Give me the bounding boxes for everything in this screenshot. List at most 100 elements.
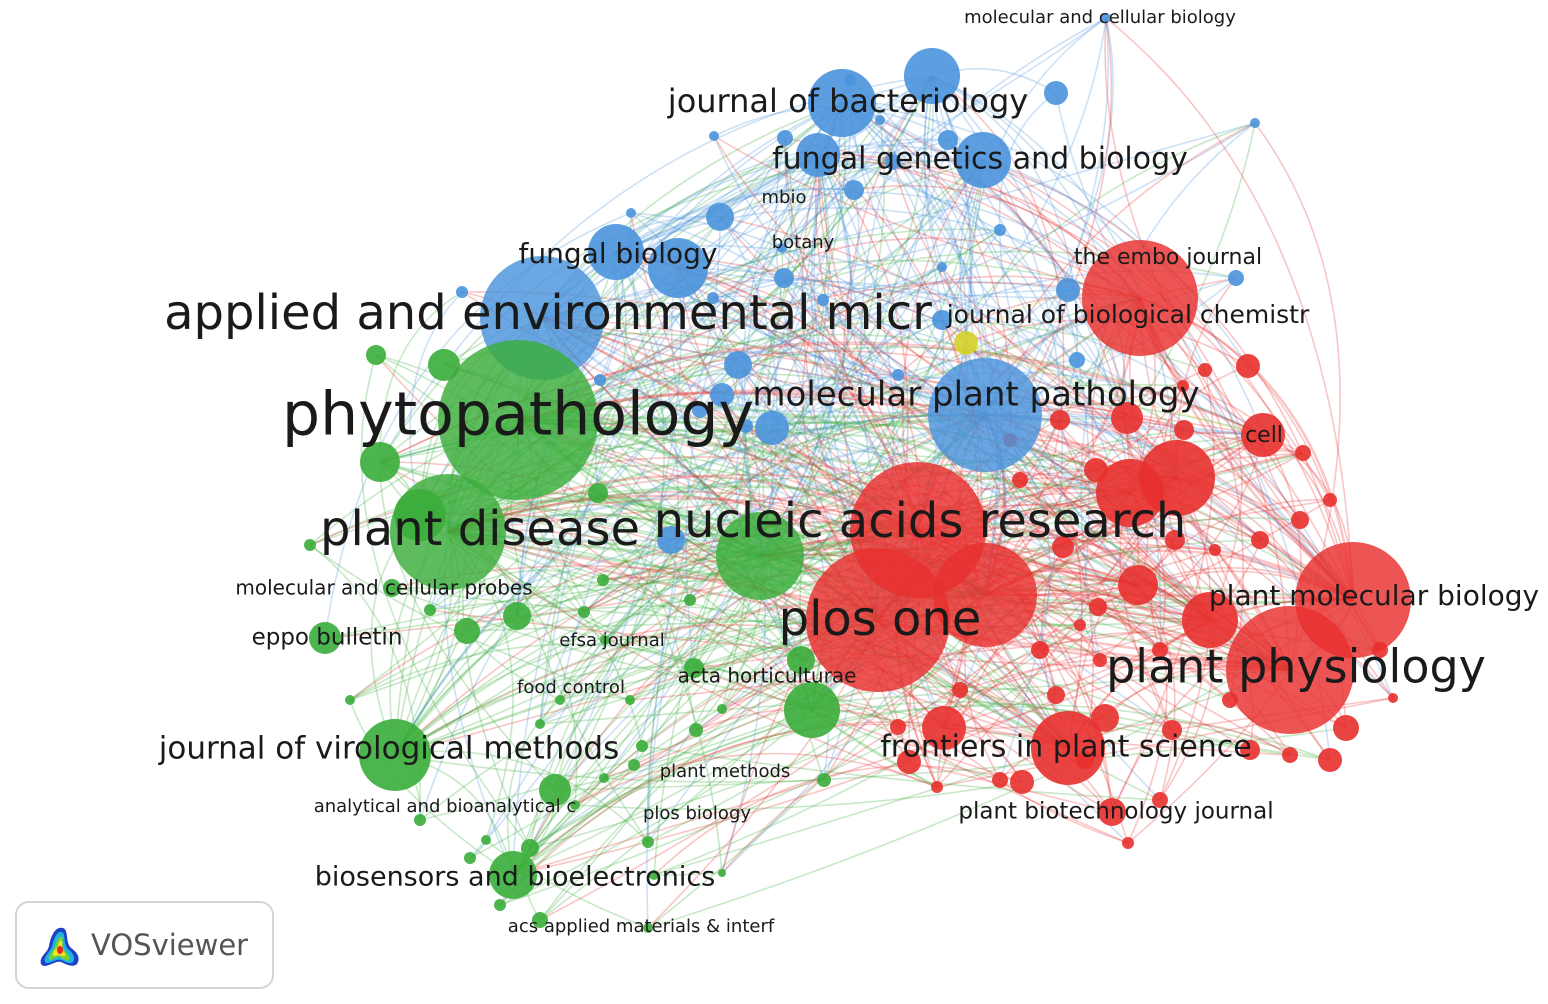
journal-node[interactable] [588, 224, 644, 280]
journal-node[interactable] [1111, 402, 1143, 434]
journal-node[interactable] [716, 512, 804, 600]
node-label[interactable]: molecular and cellular probes [235, 576, 532, 600]
journal-node[interactable] [1031, 711, 1105, 785]
node-label[interactable]: journal of biological chemistr [946, 300, 1310, 329]
journal-node[interactable] [897, 750, 921, 774]
journal-node[interactable] [648, 238, 708, 298]
journal-node[interactable] [555, 695, 565, 705]
journal-node[interactable] [1209, 544, 1221, 556]
journal-node[interactable] [1052, 536, 1074, 558]
journal-node[interactable] [1251, 531, 1269, 549]
journal-node[interactable] [1056, 278, 1080, 302]
journal-node[interactable] [1240, 740, 1260, 760]
journal-node[interactable] [594, 374, 606, 386]
journal-node[interactable] [806, 548, 950, 692]
journal-node[interactable] [955, 132, 1011, 188]
node-label[interactable]: molecular plant pathology [752, 375, 1199, 415]
journal-node[interactable] [710, 383, 734, 407]
journal-node[interactable] [1098, 798, 1126, 826]
journal-node[interactable] [1031, 641, 1049, 659]
journal-node[interactable] [570, 800, 580, 810]
journal-node[interactable] [931, 781, 943, 793]
journal-node[interactable] [428, 349, 460, 381]
journal-node[interactable] [1282, 747, 1298, 763]
journal-node[interactable] [503, 602, 531, 630]
node-label[interactable]: plant disease [320, 501, 640, 557]
journal-node[interactable] [922, 706, 966, 750]
journal-node[interactable] [1101, 13, 1111, 23]
journal-node[interactable] [1089, 598, 1107, 616]
journal-node[interactable] [1241, 413, 1285, 457]
journal-node[interactable] [1174, 420, 1194, 440]
journal-node[interactable] [1047, 686, 1065, 704]
journal-node[interactable] [1198, 363, 1212, 377]
journal-node[interactable] [1044, 81, 1068, 105]
journal-node[interactable] [1177, 380, 1189, 392]
journal-node[interactable] [1050, 410, 1070, 430]
journal-node[interactable] [777, 130, 793, 146]
journal-node[interactable] [643, 923, 653, 933]
node-label[interactable]: plant methods [660, 761, 791, 782]
node-label[interactable]: the embo journal [1074, 245, 1262, 270]
journal-node[interactable] [304, 539, 316, 551]
journal-node[interactable] [1250, 118, 1260, 128]
journal-node[interactable] [454, 618, 480, 644]
journal-node[interactable] [817, 294, 829, 306]
node-label[interactable]: phytopathology [282, 380, 754, 450]
journal-node[interactable] [932, 310, 952, 330]
journal-node[interactable] [954, 331, 978, 355]
journal-node[interactable] [535, 719, 545, 729]
journal-node[interactable] [494, 899, 506, 911]
journal-node[interactable] [383, 579, 401, 597]
journal-node[interactable] [1122, 837, 1134, 849]
journal-node[interactable] [817, 773, 831, 787]
node-label[interactable]: food control [517, 677, 625, 698]
node-label[interactable]: fungal biology [519, 237, 718, 270]
journal-node[interactable] [625, 695, 635, 705]
journal-node[interactable] [892, 369, 904, 381]
journal-node[interactable] [1012, 472, 1028, 488]
journal-node[interactable] [928, 358, 1042, 472]
journal-node[interactable] [937, 262, 947, 272]
journal-node[interactable] [600, 635, 610, 645]
journal-node[interactable] [626, 208, 636, 218]
node-label[interactable]: journal of bacteriology [667, 82, 1028, 120]
journal-node[interactable] [777, 243, 787, 253]
journal-node[interactable] [345, 695, 355, 705]
journal-node[interactable] [994, 224, 1006, 236]
journal-node[interactable] [588, 483, 608, 503]
journal-node[interactable] [597, 574, 609, 586]
journal-node[interactable] [890, 719, 906, 735]
node-label[interactable]: fungal genetics and biology [772, 142, 1188, 177]
journal-node[interactable] [532, 912, 548, 928]
node-label[interactable]: journal of virological methods [158, 731, 620, 767]
journal-node[interactable] [1165, 530, 1185, 550]
journal-node[interactable] [717, 704, 727, 714]
node-label[interactable]: cell [1245, 423, 1283, 448]
journal-node[interactable] [1291, 511, 1309, 529]
journal-node[interactable] [1226, 606, 1354, 734]
journal-node[interactable] [787, 646, 815, 674]
node-label[interactable]: plant biotechnology journal [958, 799, 1273, 825]
journal-node[interactable] [1093, 653, 1107, 667]
journal-node[interactable] [1388, 693, 1398, 703]
journal-node[interactable] [1323, 493, 1337, 507]
journal-node[interactable] [755, 411, 789, 445]
journal-node[interactable] [724, 351, 752, 379]
journal-node[interactable] [1139, 440, 1215, 516]
journal-node[interactable] [1152, 792, 1168, 808]
journal-node[interactable] [599, 773, 609, 783]
journal-node[interactable] [636, 740, 648, 752]
journal-node[interactable] [1295, 445, 1311, 461]
node-label[interactable]: plos one [779, 591, 982, 647]
journal-node[interactable] [1333, 715, 1359, 741]
journal-node[interactable] [1162, 720, 1182, 740]
journal-node[interactable] [414, 814, 426, 826]
journal-node[interactable] [784, 682, 840, 738]
journal-node[interactable] [1228, 270, 1244, 286]
journal-node[interactable] [464, 852, 476, 864]
journal-node[interactable] [657, 526, 685, 554]
node-label[interactable]: acta horticulturae [678, 664, 857, 688]
journal-node[interactable] [1152, 642, 1168, 658]
